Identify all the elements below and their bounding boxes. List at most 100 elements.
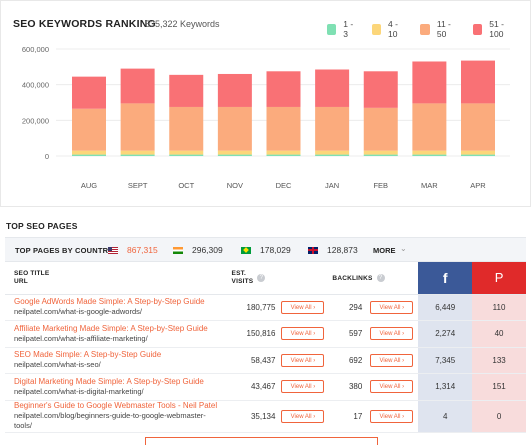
facebook-shares: 7,345 [418, 347, 473, 374]
facebook-shares: 2,274 [418, 320, 473, 348]
bar-segment[interactable] [461, 154, 495, 156]
top-pages-by-country-label: TOP PAGES BY COUNTRY [15, 246, 114, 255]
table-header: SEO TITLE URL EST. VISITS ? BACKLINKS? f… [5, 262, 526, 295]
bar-segment[interactable] [461, 60, 495, 104]
legend-item-51-100[interactable]: 51 - 100 [472, 19, 516, 39]
visits-view-all-button[interactable]: View All › [281, 353, 325, 367]
page-url: neilpatel.com/what-is-digital-marketing/ [14, 386, 144, 396]
load-more-button[interactable] [145, 437, 378, 445]
bar-segment[interactable] [412, 154, 447, 156]
bar-segment[interactable] [363, 71, 398, 108]
visits-info-icon[interactable]: ? [257, 274, 266, 283]
row-title-cell: SEO Made Simple: A Step-by-Step Guide ne… [5, 347, 221, 374]
bar-segment[interactable] [363, 150, 398, 155]
backlinks-info-icon[interactable]: ? [376, 273, 385, 282]
bar-segment[interactable] [363, 107, 398, 151]
header-visits: VISITS [231, 277, 254, 285]
bar-segment[interactable] [266, 154, 301, 156]
visits-view-all-button[interactable]: View All › [281, 300, 325, 314]
keywords-ranking-title: SEO KEYWORDS RANKING [13, 18, 156, 30]
y-tick-label: 200,000 [22, 116, 49, 125]
page-title-link[interactable]: Google AdWords Made Simple: A Step-by-St… [14, 297, 205, 307]
bar-segment[interactable] [120, 103, 155, 151]
page-title-link[interactable]: Affiliate Marketing Made Simple: A Step-… [14, 323, 208, 333]
bar-segment[interactable] [217, 73, 252, 107]
table-row: SEO Made Simple: A Step-by-Step Guide ne… [5, 347, 526, 374]
pinterest-column-header: P [472, 262, 526, 295]
legend-item-4-10[interactable]: 4 - 10 [371, 19, 407, 39]
bar-segment[interactable] [315, 69, 350, 107]
page-url: neilpatel.com/what-is-seo/ [14, 360, 101, 370]
page-title-link[interactable]: SEO Made Simple: A Step-by-Step Guide [14, 350, 162, 360]
backlinks-view-all-button[interactable]: View All › [370, 380, 414, 394]
bar-segment[interactable] [72, 108, 106, 151]
page-url: neilpatel.com/what-is-google-adwords/ [14, 307, 142, 317]
bar-segment[interactable] [217, 106, 252, 151]
legend-item-1-3[interactable]: 1 - 3 [327, 19, 358, 39]
country-br[interactable]: 178,029 [241, 245, 291, 255]
brazil-flag-icon [241, 246, 251, 254]
bar-segment[interactable] [266, 106, 301, 151]
x-tick-label: FEB [373, 181, 388, 190]
keywords-count: 535,322 Keywords [145, 19, 220, 29]
bar-segment[interactable] [412, 103, 447, 151]
bar-segment[interactable] [72, 76, 106, 109]
bar-segment[interactable] [363, 154, 398, 156]
bar-segment[interactable] [315, 150, 350, 155]
visits-view-all-button[interactable]: View All › [281, 409, 325, 423]
bar-segment[interactable] [169, 154, 204, 156]
page-url: neilpatel.com/blog/beginners-guide-to-go… [14, 411, 206, 430]
x-tick-label: AUG [81, 181, 97, 190]
bar-segment[interactable] [169, 150, 204, 155]
visits-view-all-button[interactable]: View All › [281, 380, 325, 394]
bar-segment[interactable] [120, 150, 155, 155]
bar-segment[interactable] [315, 106, 350, 151]
facebook-shares: 6,449 [418, 294, 473, 321]
legend-label-51-100: 51 - 100 [489, 19, 504, 39]
country-in[interactable]: 296,309 [173, 245, 223, 255]
bar-segment[interactable] [120, 154, 155, 156]
backlinks-view-all-button[interactable]: View All › [370, 353, 414, 367]
legend-label-11-50: 11 - 50 [436, 19, 451, 39]
facebook-column-header: f [418, 262, 473, 295]
x-tick-label: MAR [421, 181, 438, 190]
view-all-label: View All [290, 357, 312, 364]
backlinks-view-all-button[interactable]: View All › [370, 300, 414, 314]
bar-segment[interactable] [315, 154, 350, 156]
view-all-label: View All [290, 384, 312, 391]
bar-segment[interactable] [266, 150, 301, 155]
backlinks-view-all-button[interactable]: View All › [370, 409, 414, 423]
bar-segment[interactable] [169, 74, 204, 107]
facebook-icon: f [442, 269, 448, 286]
legend-swatch-4-10 [371, 23, 382, 35]
visits-view-all-button[interactable]: View All › [281, 327, 325, 341]
backlinks-view-all-cell: View All › [362, 294, 419, 321]
bar-segment[interactable] [412, 61, 447, 104]
more-countries-button[interactable]: MORE [373, 246, 396, 255]
country-us[interactable]: 867,315 [108, 245, 158, 255]
row-title-cell: Beginner's Guide to Google Webmaster Too… [5, 400, 221, 433]
country-gb[interactable]: 128,873 [308, 245, 358, 255]
page-title-link[interactable]: Beginner's Guide to Google Webmaster Too… [14, 401, 218, 410]
bar-segment[interactable] [461, 103, 495, 151]
keywords-ranking-chart: 600,000 400,000 200,000 0 AUG SEPT OCT NOV DEC JA… [22, 45, 510, 190]
bar-segment[interactable] [266, 71, 301, 107]
visits-value: 35,134 [220, 400, 276, 433]
bar-segment[interactable] [120, 68, 155, 104]
row-title-cell: Google AdWords Made Simple: A Step-by-St… [5, 294, 221, 321]
bar-segment[interactable] [412, 150, 447, 155]
chevron-down-icon[interactable]: ⌄ [400, 244, 407, 253]
page-title-link[interactable]: Digital Marketing Made Simple: A Step-by… [14, 376, 204, 386]
visits-view-all-cell: View All › [275, 320, 325, 348]
bar-segment[interactable] [217, 150, 252, 155]
legend-item-11-50[interactable]: 11 - 50 [420, 19, 458, 39]
bar-segment[interactable] [169, 106, 204, 151]
india-flag-icon [173, 246, 183, 254]
backlinks-view-all-button[interactable]: View All › [370, 327, 414, 341]
bar-segment[interactable] [461, 150, 495, 155]
bar-segment[interactable] [72, 150, 106, 155]
view-all-label: View All [379, 331, 401, 338]
backlinks-view-all-cell: View All › [362, 347, 419, 374]
bar-segment[interactable] [217, 154, 252, 156]
bar-segment[interactable] [72, 154, 106, 156]
